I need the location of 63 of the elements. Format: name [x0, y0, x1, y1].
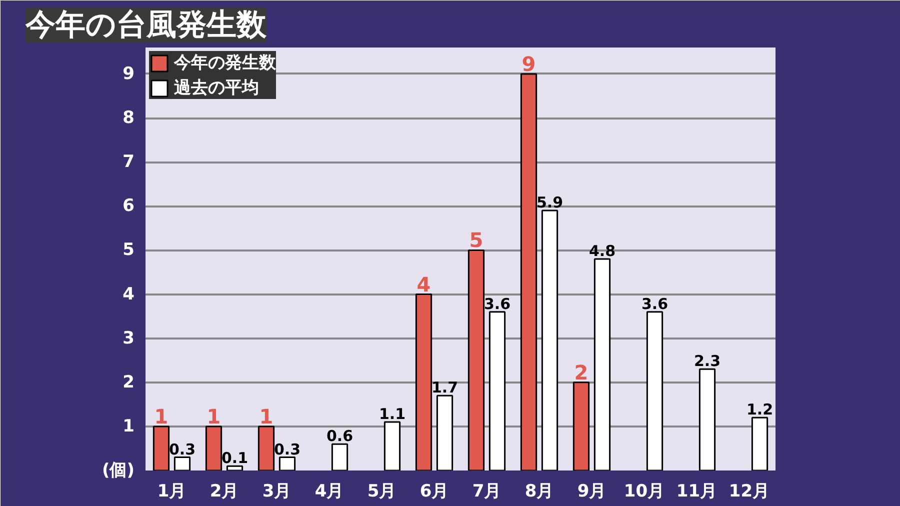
bar [436, 394, 454, 470]
data-label: 1 [154, 404, 168, 428]
data-label: 3.6 [484, 294, 511, 313]
y-tick-label: 1 [122, 416, 135, 436]
legend-label: 過去の平均 [174, 77, 259, 99]
x-tick-label: 10月 [624, 482, 665, 502]
bar [174, 456, 191, 470]
x-tick-label: 3月 [262, 482, 292, 502]
data-label: 2.3 [694, 352, 721, 370]
bar [468, 249, 485, 470]
data-label: 1.2 [746, 400, 774, 419]
bar [594, 258, 611, 470]
y-tick-label: 6 [122, 196, 135, 216]
bar [258, 426, 275, 470]
bar [541, 210, 558, 470]
data-label: 0.3 [274, 440, 301, 458]
bar [415, 294, 432, 470]
data-label: 4 [416, 272, 431, 296]
bar [698, 368, 716, 470]
y-tick-label: 4 [122, 284, 135, 304]
bar [646, 311, 664, 470]
x-tick-label: 6月 [420, 482, 449, 502]
data-label: 0.6 [326, 427, 354, 446]
data-label: 5 [469, 228, 484, 252]
x-tick-label: 9月 [577, 482, 606, 502]
bar [278, 456, 296, 470]
bar [751, 416, 768, 470]
y-tick-label: 5 [122, 240, 135, 260]
y-tick-label: 7 [122, 152, 135, 172]
data-label: 3.6 [641, 294, 668, 313]
data-label: 5.9 [536, 194, 564, 212]
bar [488, 311, 506, 470]
bar [152, 426, 170, 470]
legend-label: 今年の発生数 [174, 52, 276, 74]
x-tick-label: 1月 [157, 482, 186, 502]
x-tick-label: 7月 [472, 482, 502, 502]
x-tick-label: 12月 [728, 482, 770, 502]
bar [226, 465, 244, 470]
data-label: 9 [522, 52, 536, 76]
y-tick-label: 9 [122, 64, 135, 84]
data-label: 1.1 [378, 405, 406, 424]
bar [520, 73, 538, 470]
x-tick-label: 4月 [314, 482, 344, 502]
y-tick-label: (個) [102, 460, 135, 480]
bar [205, 426, 222, 470]
x-tick-label: 2月 [210, 482, 239, 502]
x-tick-label: 8月 [524, 482, 554, 502]
data-label: 0.1 [221, 449, 248, 468]
data-label: 0.3 [168, 440, 196, 458]
y-tick-label: 2 [122, 372, 135, 392]
chart-title: 今年の台風発生数 [24, 8, 268, 42]
y-tick-label: 8 [122, 108, 135, 128]
data-label: 1 [206, 404, 221, 428]
x-tick-label: 11月 [676, 482, 718, 502]
bar [331, 443, 348, 470]
bar [572, 382, 590, 470]
bar [384, 421, 401, 470]
data-label: 2 [574, 360, 588, 384]
y-tick-label: 3 [122, 328, 135, 348]
x-tick-label: 5月 [367, 482, 396, 502]
data-label: 1.7 [431, 378, 458, 397]
data-label: 1 [259, 404, 274, 428]
data-label: 4.8 [588, 242, 616, 260]
